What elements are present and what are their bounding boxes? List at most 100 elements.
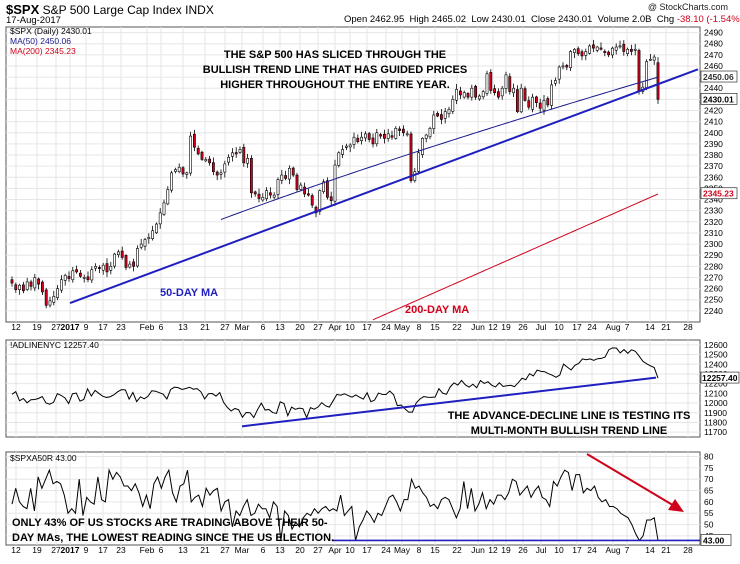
legend-ma200: MA(200) 2345.23 [10,46,76,56]
candle [626,48,630,54]
x-tick-label: 21 [200,545,210,555]
panel-frame [5,339,701,438]
ohlc-readout: Open 2462.95 High 2465.02 Low 2430.01 Cl… [344,14,740,25]
candle [177,166,181,173]
candle [139,243,143,248]
candle [565,65,569,68]
x-tick-label: 13 [178,322,188,332]
y-tick-label: 2280 [704,261,723,271]
candle [14,284,18,291]
legend-adline: !ADLINENYC 12257.40 [10,340,99,350]
candle [295,174,299,190]
candle [174,169,177,172]
value-tag [700,187,738,200]
x-tick-label: Jun [471,322,485,332]
candle [79,272,82,277]
adline-series [11,347,659,419]
y-tick-label: 2410 [704,117,723,127]
candle [394,128,398,139]
candle [86,276,90,280]
candle [629,48,633,52]
annotation-ma50: 50-DAY MA [160,287,218,299]
x-tick-label: 17 [572,545,582,555]
x-tick-label: 12 [11,545,21,555]
value-tag [700,534,732,546]
x-tick-label: 28 [683,322,693,332]
x-tick-label: 13 [275,322,285,332]
y-tick-label: 2290 [704,250,723,260]
candle [603,51,607,53]
x-tick-label: 19 [501,322,511,332]
candle [470,87,474,98]
candle [280,174,284,181]
candle [215,171,219,176]
candle [67,276,71,279]
candle [105,263,109,273]
candle [170,172,174,191]
candle [143,239,147,247]
x-tick-label: 14 [645,322,655,332]
x-tick-label: 7 [625,545,630,555]
candle [367,133,371,140]
candle [485,73,489,94]
panel-frame [5,26,701,323]
x-tick-label: 13 [275,545,285,555]
candle [610,47,614,56]
candle [200,151,204,160]
candle [101,264,105,271]
x-tick-label: Apr [328,545,341,555]
candle [299,184,303,190]
candle [588,45,592,54]
candle [462,92,466,98]
x-tick-label: 27 [313,322,323,332]
candle [576,48,580,55]
value-tag-label: 12257.40 [702,373,738,383]
candle [534,96,538,103]
x-tick-label: 6 [159,322,164,332]
x-tick-label: Jul [536,545,547,555]
candle [348,144,352,148]
candle [656,62,660,100]
candle [477,95,481,100]
candle [580,51,584,57]
candle [390,135,394,138]
x-tick-label: 8 [417,322,422,332]
candle [75,269,79,273]
y-tick-label: 12400 [704,359,728,369]
candle [276,179,280,195]
candle [382,133,386,139]
panel-frame [5,451,701,546]
value-tag-label: 2450.06 [703,72,734,82]
candle [648,58,652,61]
candle [193,133,196,148]
candle [546,98,550,106]
x-tick-label: 2017 [61,322,80,332]
y-tick-label: 2250 [704,295,723,305]
x-tick-label: Aug [605,322,620,332]
ma200-line [372,193,659,321]
x-tick-label: Jul [536,322,547,332]
candle [569,51,573,68]
annotation-ma200: 200-DAY MA [405,304,469,316]
x-tick-label: 22 [452,545,462,555]
y-tick-label: 2340 [704,195,723,205]
candle [231,152,234,157]
x-tick-label: 9 [84,322,89,332]
x-tick-label: 22 [452,322,462,332]
candle [261,197,265,201]
y-tick-label: 55 [704,508,714,518]
x-tick-label: 19 [501,545,511,555]
x-tick-label: 6 [261,322,266,332]
y-tick-label: 2330 [704,206,723,216]
candle [147,237,151,240]
y-tick-label: 11700 [704,427,727,437]
value-tag-label: 43.00 [703,535,725,545]
candle [451,99,455,112]
candle [132,261,136,267]
y-tick-label: 2260 [704,284,723,294]
candle [18,284,22,290]
x-tick-label: Jun [471,545,485,555]
ma50-line [220,76,659,220]
y-tick-label: 80 [704,452,714,462]
x-tick-label: 23 [116,322,126,332]
